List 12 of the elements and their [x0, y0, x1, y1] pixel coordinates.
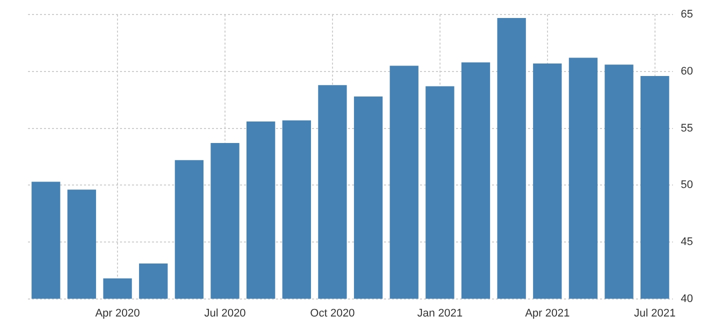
y-tick-label: 65 — [680, 8, 694, 21]
x-tick-label: Apr 2020 — [95, 307, 140, 320]
x-tick-label: Jul 2020 — [204, 307, 246, 320]
y-tick-label: 50 — [680, 179, 694, 192]
y-tick-label: 45 — [680, 236, 694, 248]
y-tick-label: 60 — [680, 65, 694, 78]
x-tick-label: Jan 2021 — [417, 307, 463, 320]
x-tick-label: Jul 2021 — [634, 307, 676, 320]
y-tick-label: 40 — [680, 292, 694, 305]
y-tick-label: 55 — [680, 122, 694, 134]
x-tick-label: Apr 2021 — [525, 307, 570, 320]
x-tick-label: Oct 2020 — [310, 307, 355, 320]
